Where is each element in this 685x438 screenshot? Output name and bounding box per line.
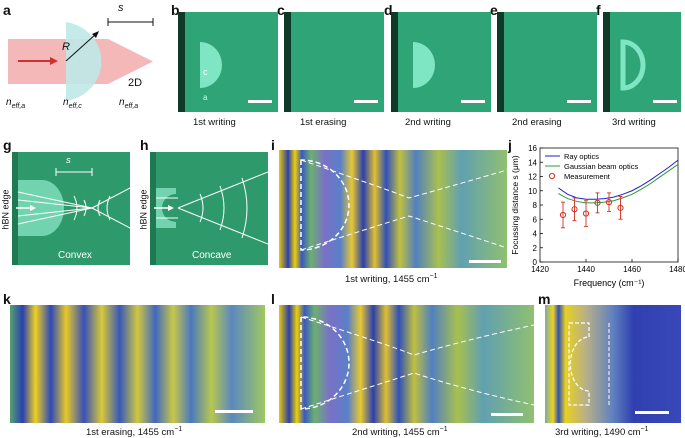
x-tick-label: 1440 (577, 265, 595, 274)
radius-arrowhead-icon (92, 31, 99, 38)
y-tick-label: 8 (533, 201, 538, 210)
legend-marker (548, 172, 556, 180)
label-neff-a1: neff,a (6, 97, 26, 110)
y-tick-label: 10 (528, 187, 537, 196)
measurement-point (594, 199, 601, 206)
measurement-point (617, 204, 624, 211)
panel-label-m: m (538, 291, 551, 307)
caption-h: Concave (192, 250, 232, 261)
radius-line (65, 33, 97, 62)
panel-l-image (279, 305, 534, 423)
panel-b-image (178, 12, 278, 112)
legend-label: Ray optics (564, 152, 599, 161)
panel-label-i: i (271, 137, 275, 153)
measurement-point (559, 211, 567, 219)
panel-label-c: c (277, 2, 285, 18)
panel-label-a: a (3, 2, 11, 18)
x-axis-label: Frequency (cm⁻¹) (574, 278, 645, 288)
panel-d-image (391, 12, 491, 112)
y-tick-label: 2 (533, 244, 538, 253)
series-line-0 (558, 159, 679, 200)
scale-bar (653, 100, 677, 103)
scale-bar (461, 100, 485, 103)
x-tick-label: 1420 (531, 265, 549, 274)
panel-label-h: h (140, 137, 149, 153)
panel-g-schematic (12, 152, 130, 265)
panel-c-image (284, 12, 384, 112)
arrow-icon (50, 57, 58, 65)
measurement-point (571, 206, 578, 213)
arrow-icon (30, 205, 36, 211)
caption-g: Convex (58, 250, 92, 261)
panel-label-d: d (384, 2, 393, 18)
y-tick-label: 16 (528, 144, 537, 153)
beam-taper (108, 39, 153, 84)
scale-bar (248, 100, 272, 103)
label-neff-c: neff,c (63, 97, 82, 110)
caption-m: 3rd writing, 1490 cm−1 (555, 426, 649, 438)
caption-d: 2nd writing (405, 117, 451, 128)
panel-k-image (10, 305, 265, 423)
panel-m-image (545, 305, 681, 423)
lens-shape (66, 22, 102, 101)
scale-bar (491, 413, 523, 416)
scale-bar (469, 260, 501, 263)
label-R: R (62, 41, 70, 53)
panel-label-b: b (171, 2, 180, 18)
panel-i-image (279, 150, 507, 268)
y-axis-label: Focussing distance s (μm) (510, 155, 520, 255)
y-tick-label: 6 (533, 215, 538, 224)
hbn-edge-h: hBN edge (138, 189, 149, 230)
caption-f: 3rd writing (612, 117, 656, 128)
label-s-g: s (66, 155, 71, 166)
panel-label-f: f (596, 2, 601, 18)
hbn-edge-g: hBN edge (0, 189, 11, 230)
label-s-a: s (118, 2, 124, 14)
measurement-point (605, 199, 613, 206)
panel-label-j: j (508, 137, 512, 153)
panel-label-e: e (490, 2, 498, 18)
panel-label-k: k (3, 291, 11, 307)
x-tick-label: 1480 (669, 265, 685, 274)
y-tick-label: 12 (528, 173, 537, 182)
caption-k: 1st erasing, 1455 cm−1 (86, 426, 183, 438)
caption-b: 1st writing (193, 117, 236, 128)
panel-label-l: l (271, 291, 275, 307)
label-a-region: a (203, 93, 208, 102)
x-tick-label: 1460 (623, 265, 641, 274)
label-2d: 2D (128, 77, 143, 89)
caption-e: 2nd erasing (512, 117, 562, 128)
y-tick-label: 4 (533, 230, 538, 239)
panel-j-chart: 1420 1440 1460 1480 0 2 4 6 8 10 12 14 16 Frequency (… (510, 144, 685, 288)
legend-label: Gaussian beam optics (564, 162, 638, 171)
legend-label: Measurement (564, 172, 611, 181)
label-c-region: c (203, 67, 208, 77)
caption-c: 1st erasing (300, 117, 347, 128)
scale-bar (635, 411, 669, 414)
series-line-1 (558, 163, 679, 204)
scale-bar (215, 410, 253, 413)
panel-e-image (497, 12, 597, 112)
scale-bar (567, 100, 591, 103)
panel-label-g: g (3, 137, 12, 153)
y-tick-label: 14 (528, 158, 537, 167)
panel-f-image (603, 12, 681, 112)
label-neff-a2: neff,a (119, 97, 139, 110)
y-tick-label: 0 (533, 258, 538, 267)
panel-a-schematic (8, 18, 154, 101)
arrow-icon (168, 205, 174, 211)
scale-bar (354, 100, 378, 103)
panel-h-schematic (150, 152, 268, 265)
caption-i: 1st writing, 1455 cm−1 (345, 273, 438, 286)
caption-l: 2nd writing, 1455 cm−1 (352, 426, 448, 438)
measurement-point (582, 210, 590, 217)
